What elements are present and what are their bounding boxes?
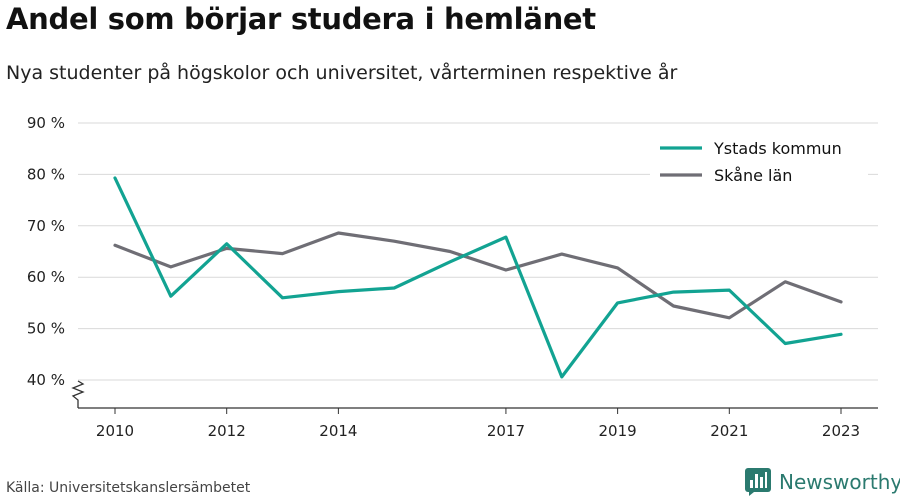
x-tick-label: 2023 [822,422,860,440]
legend-background [650,132,868,188]
y-tick-label: 70 % [27,217,65,235]
grid-lines [78,122,878,381]
y-tick-label: 40 % [27,371,65,389]
line-chart: 40 % 50 % 60 % 70 % 80 % 90 % 2010 2012 2014 2017… [27,114,878,440]
legend-label: Ystads kommun [713,139,842,158]
legend: Ystads kommun Skåne län [650,132,868,188]
x-tick-label: 2017 [487,422,525,440]
newsworthy-logo-icon [745,468,771,496]
y-tick-label: 60 % [27,268,65,286]
y-axis-break [71,380,85,408]
x-tick-label: 2019 [599,422,637,440]
series-lines [113,176,843,379]
y-tick-label: 50 % [27,320,65,338]
legend-label: Skåne län [714,166,792,185]
chart-title: Andel som börjar studera i hemlänet [6,2,596,36]
source-note: Källa: Universitetskanslersämbetet [6,480,251,496]
y-tick-label: 80 % [27,165,65,183]
series-line-ystads-kommun [113,176,843,379]
brand-logo: Newsworthy [745,468,900,496]
axes: 40 % 50 % 60 % 70 % 80 % 90 % 2010 2012 2014 2017… [27,114,878,440]
y-tick-label: 90 % [27,114,65,132]
x-tick-label: 2010 [96,422,134,440]
x-tick-label: 2014 [319,422,357,440]
chart-subtitle: Nya studenter på högskolor och universit… [6,62,678,84]
x-tick-label: 2021 [710,422,748,440]
brand-name: Newsworthy [779,470,900,494]
x-tick-label: 2012 [208,422,246,440]
series-line-sk-ne-l-n [113,231,843,320]
